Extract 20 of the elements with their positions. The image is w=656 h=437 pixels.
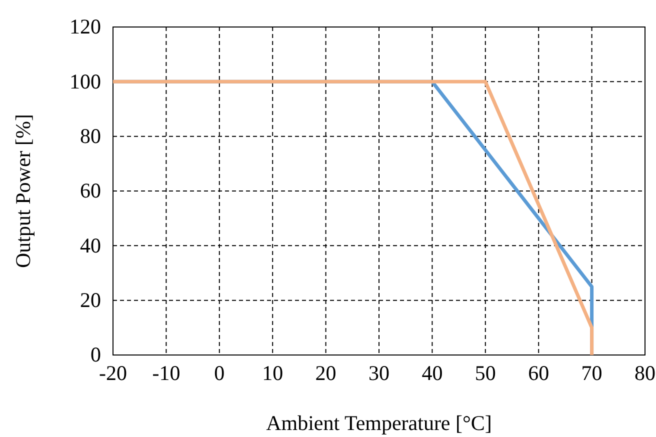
y-tick-label: 40 [80,233,101,258]
y-tick-label: 0 [90,342,101,367]
y-tick-label: 100 [70,69,101,94]
x-tick-label: 80 [634,360,656,385]
x-tick-label: 30 [368,360,390,385]
x-tick-label: 20 [315,360,336,385]
y-tick-label: 80 [80,124,101,148]
y-axis-title: Output Power [%] [11,114,35,268]
y-tick-label: 60 [80,178,101,203]
x-tick-label: 40 [422,360,443,385]
x-tick-label: 60 [528,360,550,385]
x-tick-label: 50 [474,360,496,385]
x-tick-label: -10 [152,360,180,385]
x-tick-label: -20 [99,360,127,385]
y-tick-label: 20 [80,288,101,312]
x-axis-title: Ambient Temperature [°C] [266,411,492,435]
x-tick-label: 10 [262,360,284,385]
y-tick-label: 120 [70,14,101,39]
x-tick-label: 70 [581,360,602,385]
x-tick-label: 0 [214,360,225,385]
